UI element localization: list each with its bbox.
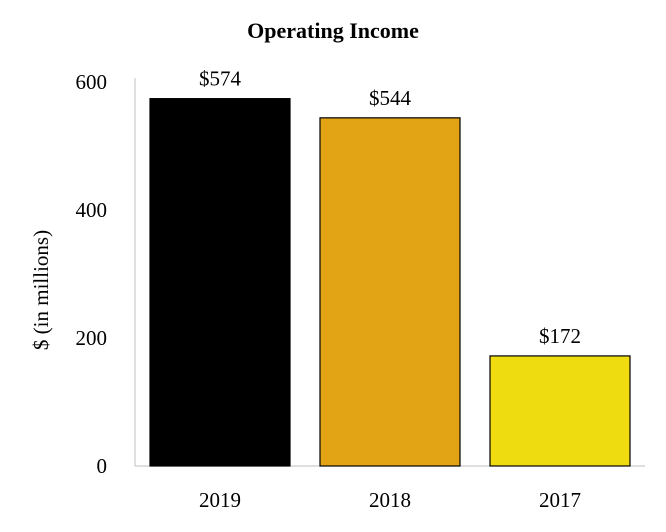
x-tick-label: 2018 (369, 488, 411, 512)
bar-2017 (489, 355, 631, 467)
y-axis-title: $ (in millions) (29, 230, 53, 350)
y-axis: 0 200 400 600 (76, 70, 136, 478)
x-tick-label: 2019 (199, 488, 241, 512)
data-labels: $574 $544 $172 (199, 67, 581, 348)
x-tick-label: 2017 (539, 488, 581, 512)
bar-2019 (149, 98, 291, 467)
data-label-2019: $574 (199, 67, 242, 91)
y-tick-label: 200 (76, 326, 108, 350)
data-label-2017: $172 (539, 324, 581, 348)
y-tick-label: 0 (97, 454, 108, 478)
chart-title: Operating Income (247, 18, 419, 43)
x-axis: 2019 2018 2017 (135, 465, 645, 512)
data-label-2018: $544 (369, 86, 412, 110)
y-tick-label: 400 (76, 198, 108, 222)
bars (149, 98, 631, 467)
bar-2018 (319, 117, 461, 467)
y-tick-label: 600 (76, 70, 108, 94)
